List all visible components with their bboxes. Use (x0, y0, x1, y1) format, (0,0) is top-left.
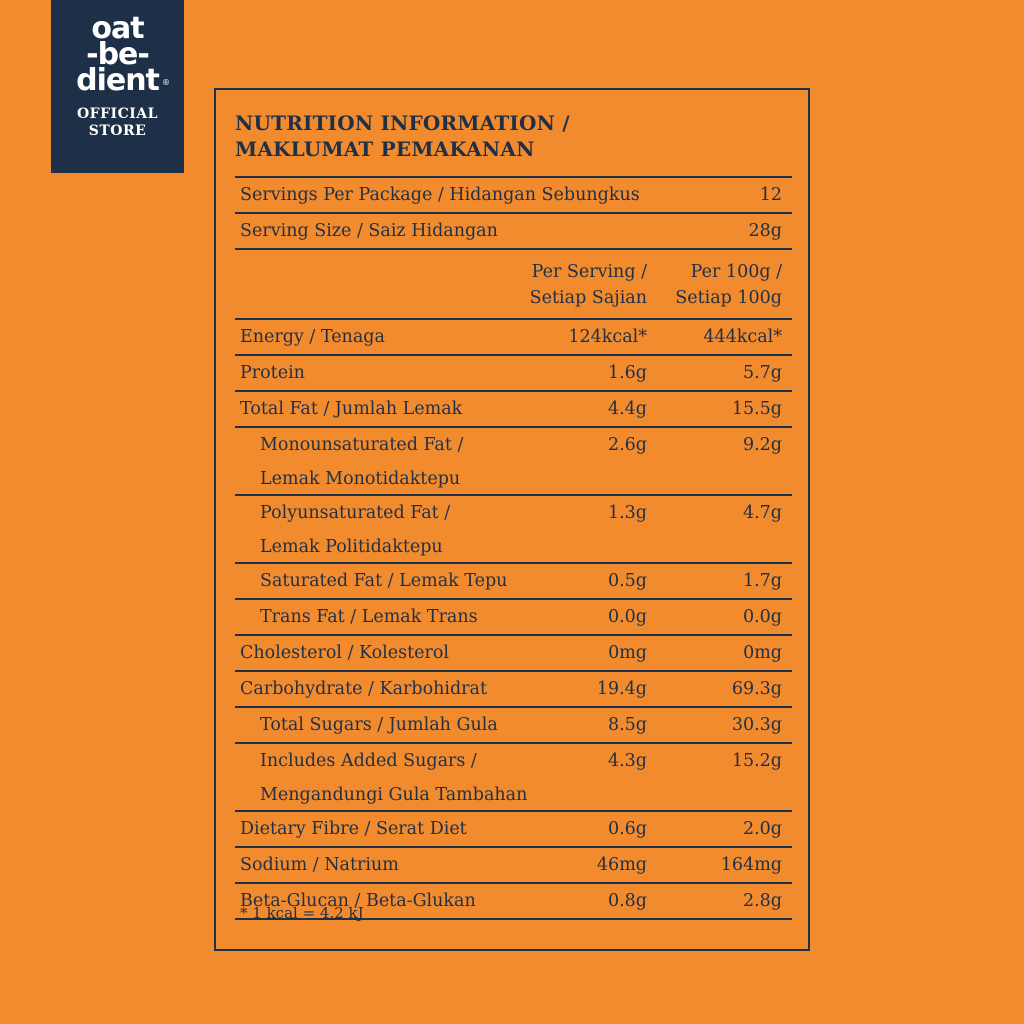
per-serving-value: 19.4g (596, 679, 647, 699)
nutrient-name-line-2: Lemak Politidaktepu (260, 537, 443, 557)
nutrient-name: Trans Fat / Lemak Trans (260, 607, 478, 627)
nutrient-name: Cholesterol / Kolesterol (240, 643, 450, 663)
serving-size-value: 28g (748, 221, 782, 241)
per-100g-header-line-2: Setiap 100g (675, 288, 782, 308)
nutrient-name: Total Sugars / Jumlah Gula (260, 715, 498, 735)
per-100g-value: 0.0g (742, 607, 782, 627)
per-100g-value: 4.7g (742, 503, 782, 523)
brand-logo: oat -be- dient ® OFFICIAL STORE (51, 0, 184, 173)
nutrient-name: Sodium / Natrium (240, 855, 399, 875)
nutrient-name: Total Fat / Jumlah Lemak (240, 399, 463, 419)
per-100g-value: 0mg (743, 643, 782, 663)
serving-size-row: Serving Size / Saiz Hidangan 28g (235, 214, 792, 250)
per-100g-value: 2.0g (742, 819, 782, 839)
per-serving-value: 0.0g (607, 607, 647, 627)
per-serving-value: 0.6g (607, 819, 647, 839)
per-serving-value: 1.3g (607, 503, 647, 523)
nutrient-row-monounsaturated-fat: Monounsaturated Fat / Lemak Monotidaktep… (235, 428, 792, 496)
per-serving-value: 0.5g (607, 571, 647, 591)
per-serving-value: 2.6g (607, 435, 647, 455)
per-serving-header: Per Serving / Setiap Sajian (530, 259, 647, 311)
registered-mark: ® (162, 78, 170, 87)
nutrient-row-trans-fat: Trans Fat / Lemak Trans 0.0g 0.0g (235, 600, 792, 636)
nutrient-row-dietary-fibre: Dietary Fibre / Serat Diet 0.6g 2.0g (235, 812, 792, 848)
title-line-2: MAKLUMAT PEMAKANAN (235, 137, 535, 161)
per-serving-value: 1.6g (607, 363, 647, 383)
servings-row: Servings Per Package / Hidangan Sebungku… (235, 176, 792, 214)
nutrition-panel: NUTRITION INFORMATION / MAKLUMAT PEMAKAN… (214, 88, 810, 951)
per-serving-header-line-1: Per Serving / (531, 262, 647, 282)
per-100g-value: 2.8g (742, 891, 782, 911)
nutrient-name-line-2: Lemak Monotidaktepu (260, 469, 461, 489)
official-store-label: OFFICIAL STORE (51, 106, 184, 140)
nutrient-row-beta-glucan: Beta-Glucan / Beta-Glukan 0.8g 2.8g (235, 884, 792, 920)
nutrient-name: Monounsaturated Fat / Lemak Monotidaktep… (260, 428, 463, 496)
servings-value: 12 (759, 185, 782, 205)
per-serving-value: 46mg (596, 855, 647, 875)
per-serving-value: 4.3g (607, 751, 647, 771)
per-serving-value: 0.8g (607, 891, 647, 911)
per-100g-value: 1.7g (742, 571, 782, 591)
nutrient-row-energy: Energy / Tenaga 124kcal* 444kcal* (235, 320, 792, 356)
per-100g-value: 15.2g (731, 751, 782, 771)
per-serving-value: 124kcal* (568, 327, 647, 347)
nutrient-name: Carbohydrate / Karbohidrat (240, 679, 488, 699)
nutrient-row-cholesterol: Cholesterol / Kolesterol 0mg 0mg (235, 636, 792, 672)
nutrient-name: Includes Added Sugars / Mengandungi Gula… (260, 744, 527, 812)
per-100g-header-line-1: Per 100g / (690, 262, 782, 282)
store-line-1: OFFICIAL (76, 106, 159, 122)
nutrient-name: Beta-Glucan / Beta-Glukan (240, 891, 476, 911)
nutrient-row-carbohydrate: Carbohydrate / Karbohidrat 19.4g 69.3g (235, 672, 792, 708)
nutrient-name: Dietary Fibre / Serat Diet (240, 819, 467, 839)
nutrient-name-line-1: Monounsaturated Fat / (260, 435, 464, 455)
per-serving-header-line-2: Setiap Sajian (529, 288, 647, 308)
per-100g-value: 444kcal* (703, 327, 782, 347)
per-100g-value: 164mg (720, 855, 782, 875)
nutrient-name: Energy / Tenaga (240, 327, 385, 347)
nutrient-row-added-sugars: Includes Added Sugars / Mengandungi Gula… (235, 744, 792, 812)
per-100g-value: 30.3g (731, 715, 782, 735)
title-line-1: NUTRITION INFORMATION / (235, 111, 570, 135)
logo-line-2: -be- (86, 37, 150, 72)
per-100g-value: 15.5g (731, 399, 782, 419)
nutrient-name: Protein (240, 363, 305, 383)
footnote: * 1 kcal = 4.2 kJ (240, 904, 364, 922)
nutrient-name-line-1: Polyunsaturated Fat / (260, 503, 451, 523)
nutrient-row-protein: Protein 1.6g 5.7g (235, 356, 792, 392)
per-serving-value: 8.5g (607, 715, 647, 735)
per-serving-value: 4.4g (607, 399, 647, 419)
nutrient-row-polyunsaturated-fat: Polyunsaturated Fat / Lemak Politidaktep… (235, 496, 792, 564)
nutrient-name-line-2: Mengandungi Gula Tambahan (260, 785, 528, 805)
per-100g-value: 9.2g (742, 435, 782, 455)
nutrient-name-line-1: Includes Added Sugars / (260, 751, 477, 771)
nutrient-name: Saturated Fat / Lemak Tepu (260, 571, 508, 591)
per-serving-value: 0mg (608, 643, 647, 663)
logo-line-1: oat (91, 11, 144, 46)
logo-line-3: dient (76, 63, 160, 98)
serving-size-label: Serving Size / Saiz Hidangan (240, 221, 498, 241)
column-header-row: Per Serving / Setiap Sajian Per 100g / S… (235, 250, 792, 320)
per-100g-header: Per 100g / Setiap 100g (675, 259, 782, 311)
nutrition-table: Servings Per Package / Hidangan Sebungku… (235, 176, 792, 920)
nutrient-row-saturated-fat: Saturated Fat / Lemak Tepu 0.5g 1.7g (235, 564, 792, 600)
per-100g-value: 69.3g (731, 679, 782, 699)
nutrient-row-sodium: Sodium / Natrium 46mg 164mg (235, 848, 792, 884)
servings-label: Servings Per Package / Hidangan Sebungku… (240, 185, 640, 205)
nutrient-row-total-sugars: Total Sugars / Jumlah Gula 8.5g 30.3g (235, 708, 792, 744)
store-line-2: STORE (88, 123, 147, 139)
per-100g-value: 5.7g (742, 363, 782, 383)
nutrient-row-total-fat: Total Fat / Jumlah Lemak 4.4g 15.5g (235, 392, 792, 428)
panel-title: NUTRITION INFORMATION / MAKLUMAT PEMAKAN… (235, 110, 570, 162)
nutrient-name: Polyunsaturated Fat / Lemak Politidaktep… (260, 496, 450, 564)
